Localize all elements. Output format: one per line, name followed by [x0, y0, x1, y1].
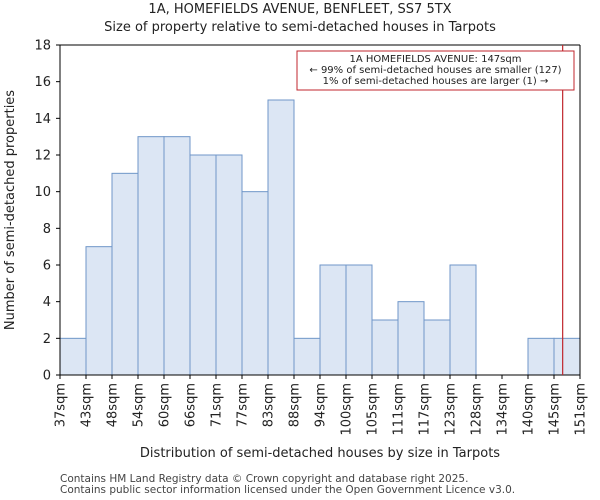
x-tick-label: 111sqm: [392, 383, 407, 436]
x-tick-label: 77sqm: [236, 383, 251, 427]
y-tick-label: 0: [43, 369, 51, 384]
x-tick-label: 128sqm: [470, 383, 485, 436]
x-tick-label: 43sqm: [80, 383, 95, 427]
x-tick-label: 83sqm: [262, 383, 277, 427]
bar-66sqm: [189, 154, 217, 376]
x-tick-label: 54sqm: [132, 383, 147, 427]
x-tick-label: 100sqm: [340, 383, 355, 436]
bar-37sqm: [59, 337, 87, 376]
x-tick-label: 123sqm: [444, 383, 459, 436]
x-tick-label: 88sqm: [288, 383, 303, 427]
annotation-line: 1A HOMEFIELDS AVENUE: 147sqm: [350, 54, 522, 65]
x-tick-label: 151sqm: [574, 383, 589, 436]
y-tick-label: 18: [34, 39, 51, 54]
bar-111sqm: [397, 301, 425, 376]
x-tick-label: 48sqm: [106, 383, 121, 427]
x-tick-label: 134sqm: [496, 383, 511, 436]
bar-123sqm: [449, 264, 477, 376]
footer-copyright: Contains HM Land Registry data © Crown c…: [60, 473, 469, 485]
x-tick-label: 37sqm: [54, 383, 69, 427]
x-tick-label: 71sqm: [210, 383, 225, 427]
annotation-line: 1% of semi-detached houses are larger (1…: [323, 76, 549, 87]
y-tick-label: 2: [43, 332, 51, 347]
bar-54sqm: [137, 136, 165, 376]
y-tick-label: 6: [43, 259, 51, 274]
chart-subtitle: Size of property relative to semi-detach…: [104, 20, 496, 35]
property-marker-group: 1A HOMEFIELDS AVENUE: 147sqm← 99% of sem…: [296, 45, 575, 375]
bar-94sqm: [319, 264, 347, 376]
x-tick-label: 117sqm: [418, 383, 433, 436]
bars-group: [59, 99, 581, 376]
x-tick-label: 60sqm: [158, 383, 173, 427]
x-tick-label: 94sqm: [314, 383, 329, 427]
bar-71sqm: [215, 154, 243, 376]
bar-100sqm: [345, 264, 373, 376]
bar-48sqm: [111, 172, 139, 376]
x-tick-label: 105sqm: [366, 383, 381, 436]
bar-117sqm: [423, 319, 451, 376]
annotation-line: ← 99% of semi-detached houses are smalle…: [309, 65, 561, 76]
x-tick-label: 145sqm: [548, 383, 563, 436]
y-tick-label: 16: [34, 75, 51, 90]
x-tick-label: 140sqm: [522, 383, 537, 436]
x-axis: 37sqm 43sqm 48sqm 54sqm 60sqm 66sqm 71sqm 77sqm…: [54, 374, 589, 436]
x-axis-label: Distribution of semi-detached houses by …: [140, 446, 500, 461]
bar-83sqm: [267, 99, 295, 376]
bar-60sqm: [163, 136, 191, 376]
footer-licence: Contains public sector information licen…: [60, 484, 516, 496]
bar-77sqm: [241, 191, 269, 376]
y-tick-label: 8: [43, 222, 51, 237]
y-axis-label: Number of semi-detached properties: [3, 90, 18, 330]
y-tick-label: 10: [34, 185, 51, 200]
y-axis: 0 2 4 6 8 10 12 14 16 18: [34, 39, 581, 384]
bar-140sqm: [527, 337, 555, 376]
y-tick-label: 14: [34, 112, 51, 127]
bar-105sqm: [371, 319, 399, 376]
bar-43sqm: [85, 246, 113, 376]
bar-145sqm: [553, 337, 581, 376]
y-tick-label: 12: [34, 149, 51, 164]
bar-88sqm: [293, 337, 321, 376]
annotation-box: [296, 50, 575, 91]
y-tick-label: 4: [43, 295, 51, 310]
x-tick-label: 66sqm: [184, 383, 199, 427]
chart-title: 1A, HOMEFIELDS AVENUE, BENFLEET, SS7 5TX: [148, 2, 452, 17]
